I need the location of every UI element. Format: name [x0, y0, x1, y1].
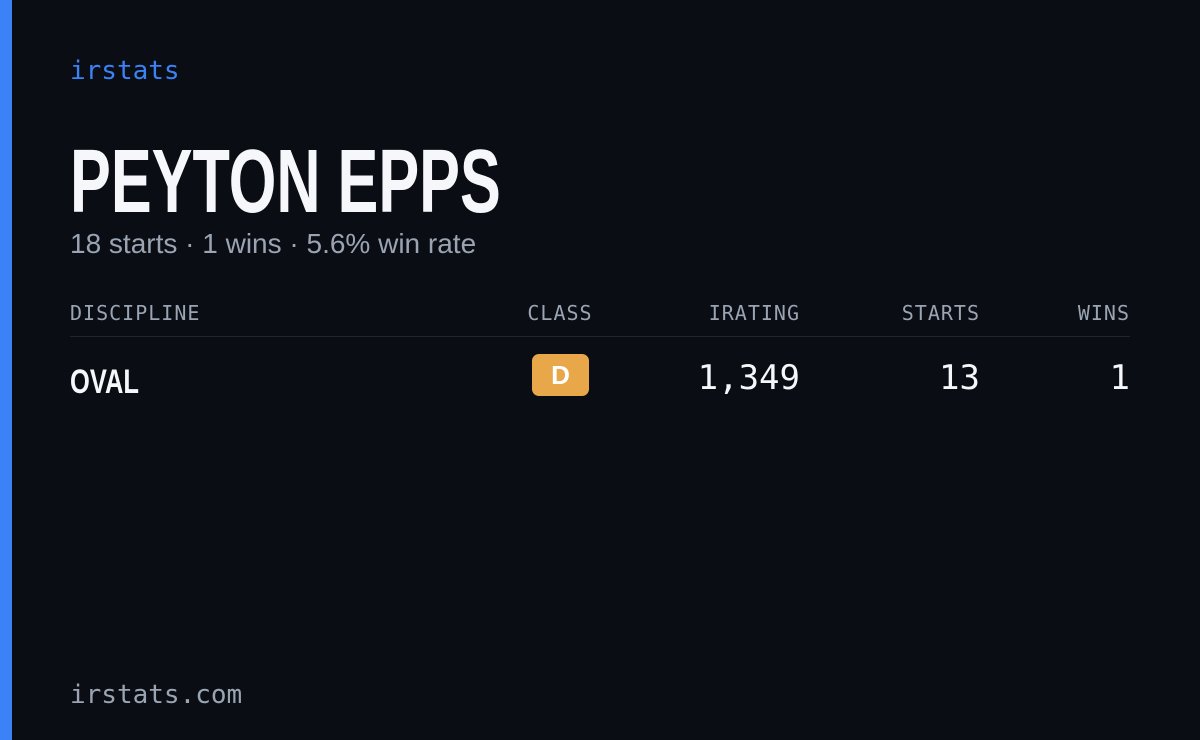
divider: [70, 336, 1130, 337]
column-header: IRATING: [708, 301, 800, 325]
driver-name: PEYTON EPPS: [70, 132, 501, 232]
column-header: DISCIPLINE: [70, 301, 201, 325]
wins: 1: [1109, 358, 1130, 398]
column-header: WINS: [1077, 301, 1130, 325]
accent-bar: [0, 0, 12, 740]
column-header: CLASS: [527, 301, 593, 325]
summary: 18 starts · 1 wins · 5.6% win rate: [70, 228, 477, 259]
column-header: STARTS: [901, 301, 980, 325]
irating: 1,349: [697, 358, 800, 398]
discipline: OVAL: [70, 363, 139, 401]
brand: irstats: [70, 56, 180, 86]
footer-site: irstats.com: [70, 680, 243, 710]
class-badge: D: [532, 354, 589, 396]
starts: 13: [939, 358, 980, 398]
